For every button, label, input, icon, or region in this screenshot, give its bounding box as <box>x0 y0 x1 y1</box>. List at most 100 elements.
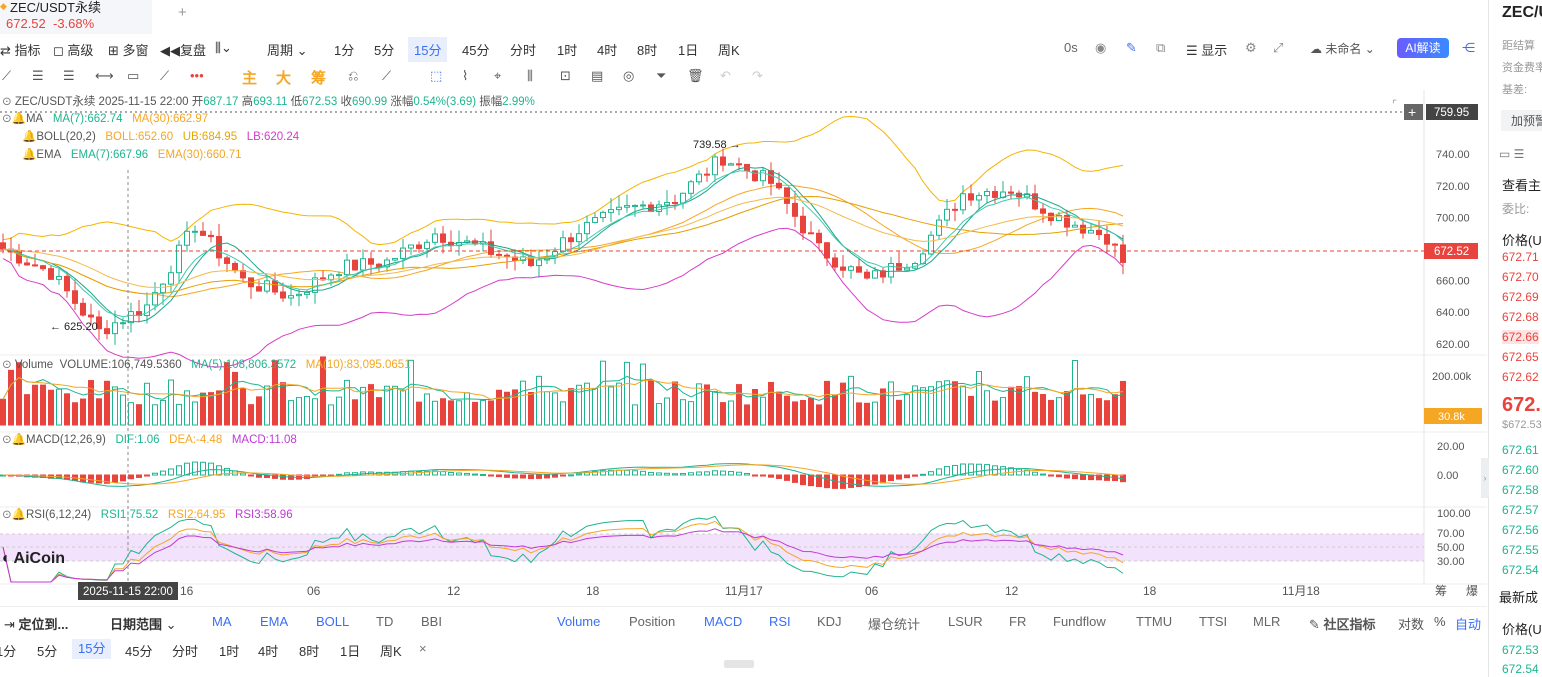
add-tab-icon[interactable]: + <box>178 4 187 21</box>
resize-handle[interactable] <box>724 660 754 668</box>
indicator-button[interactable]: ⇄ 指标 <box>0 43 41 58</box>
tf-5m[interactable]: 5分 <box>374 43 395 58</box>
settings-icon[interactable]: ⚙ <box>1245 40 1257 55</box>
tf-1m[interactable]: 1分 <box>334 43 355 58</box>
bid-6[interactable]: 672.54 <box>1502 563 1539 577</box>
btf-8h[interactable]: 8时 <box>299 644 320 659</box>
tf-15m[interactable]: 15分 <box>408 37 448 62</box>
bid-1[interactable]: 672.60 <box>1502 463 1539 477</box>
close-icon[interactable]: × <box>419 641 427 656</box>
sub-macd[interactable]: MACD <box>704 614 743 629</box>
measure-icon[interactable]: ⟋ <box>382 68 392 83</box>
eye-icon[interactable]: ◎ <box>623 68 635 83</box>
rect-tool-icon[interactable]: ▭ <box>127 68 140 83</box>
ask-1[interactable]: 672.70 <box>1502 270 1539 284</box>
tf-8h[interactable]: 8时 <box>637 43 658 58</box>
dots-tool-icon[interactable]: ••• <box>190 68 204 83</box>
ind-ma[interactable]: MA <box>212 614 232 629</box>
big-order-toggle[interactable]: 大 <box>276 70 292 87</box>
trash-icon[interactable]: 🗑 <box>687 68 704 83</box>
btf-1m[interactable]: 1分 <box>0 644 17 659</box>
ind-bbi[interactable]: BBI <box>421 614 442 629</box>
layout-icon[interactable]: ⧉ <box>1156 40 1166 55</box>
undo-icon[interactable]: ↶ <box>720 68 731 83</box>
sub-fr[interactable]: FR <box>1009 614 1027 629</box>
btf-4h[interactable]: 4时 <box>258 644 279 659</box>
display-button[interactable]: ☰ 显示 <box>1186 43 1228 58</box>
advanced-button[interactable]: ◻ 高级 <box>53 43 94 58</box>
ai-interpret-button[interactable]: AI解读 <box>1397 38 1449 58</box>
path-tool-icon[interactable]: ⟋ <box>160 68 170 83</box>
hline-tool-icon[interactable]: ⟷ <box>95 68 114 83</box>
chart-type-icon[interactable]: ⫼⌄ <box>215 40 232 55</box>
layout-name-dropdown[interactable]: ☁ 未命名 ⌄ <box>1310 42 1375 56</box>
tf-week[interactable]: 周K <box>718 43 740 58</box>
hlines-tool-icon[interactable]: ☰ <box>32 68 44 83</box>
date-range-button[interactable]: 日期范围 ⌄ <box>110 617 177 632</box>
chip-toggle[interactable]: 筹 <box>311 70 327 87</box>
ask-4[interactable]: 672.66 <box>1502 330 1539 344</box>
panel-collapse-handle[interactable]: › <box>1481 458 1489 498</box>
btf-week[interactable]: 周K <box>380 644 402 659</box>
select-icon[interactable]: ⬚ <box>430 68 443 83</box>
bid-0[interactable]: 672.61 <box>1502 443 1539 457</box>
bid-3[interactable]: 672.57 <box>1502 503 1539 517</box>
sub-mlr[interactable]: MLR <box>1253 614 1281 629</box>
fullscreen-icon[interactable]: ⤢ <box>1273 40 1284 55</box>
ask-0[interactable]: 672.71 <box>1502 250 1539 264</box>
sub-ttsi[interactable]: TTSI <box>1199 614 1228 629</box>
tf-1d[interactable]: 1日 <box>678 43 699 58</box>
filter-icon[interactable]: ⏷ <box>656 68 667 83</box>
multi-window-button[interactable]: ⊞ 多窗 <box>108 43 149 58</box>
redo-icon[interactable]: ↷ <box>752 68 763 83</box>
line-tool-icon[interactable]: ⟋ <box>2 68 12 83</box>
log-toggle[interactable]: 对数 <box>1398 617 1425 632</box>
bid-2[interactable]: 672.58 <box>1502 483 1539 497</box>
ask-6[interactable]: 672.62 <box>1502 370 1539 384</box>
community-indicator-button[interactable]: ✎ 社区指标 <box>1309 617 1376 632</box>
kline-chart[interactable]: 740.00720.00700.00680.00660.00640.00620.… <box>0 90 1487 604</box>
btf-5m[interactable]: 5分 <box>37 644 58 659</box>
tf-4h[interactable]: 4时 <box>597 43 618 58</box>
bid-4[interactable]: 672.56 <box>1502 523 1539 537</box>
sub-volume[interactable]: Volume <box>557 614 601 629</box>
btf-1h[interactable]: 1时 <box>219 644 240 659</box>
note-icon[interactable]: ▤ <box>591 68 604 83</box>
bars-icon[interactable]: ⫼ <box>527 68 533 83</box>
orderbook-mode-icon[interactable]: ▭ ☰ <box>1499 147 1525 161</box>
ind-boll[interactable]: BOLL <box>316 614 350 629</box>
sub-position[interactable]: Position <box>629 614 676 629</box>
ind-td[interactable]: TD <box>376 614 394 629</box>
sub-fundflow[interactable]: Fundflow <box>1053 614 1106 629</box>
period-dropdown[interactable]: 周期 ⌄ <box>267 43 308 58</box>
sub-ttmu[interactable]: TTMU <box>1136 614 1173 629</box>
tf-45m[interactable]: 45分 <box>462 43 490 58</box>
brush-icon[interactable]: ⌖ <box>494 68 502 83</box>
replay-button[interactable]: ◀◀复盘 <box>160 43 207 58</box>
ask-3[interactable]: 672.68 <box>1502 310 1539 324</box>
ask-2[interactable]: 672.69 <box>1502 290 1539 304</box>
btf-time[interactable]: 分时 <box>172 644 199 659</box>
symbol-tab[interactable]: ◆ ZEC/USDT永续 672.52 -3.68% <box>0 0 152 34</box>
camera-icon[interactable]: ◉ <box>1095 40 1107 55</box>
tf-time[interactable]: 分时 <box>510 43 537 58</box>
sub-liq[interactable]: 爆仓统计 <box>868 617 921 632</box>
channel-tool-icon[interactable]: ☰ <box>63 68 75 83</box>
magnet-icon[interactable]: ⎌ <box>348 68 359 83</box>
sub-lsur[interactable]: LSUR <box>948 614 983 629</box>
btf-15m[interactable]: 15分 <box>72 639 112 659</box>
sub-kdj[interactable]: KDJ <box>817 614 842 629</box>
latest-trades-tab[interactable]: 最新成 <box>1499 590 1539 605</box>
btf-45m[interactable]: 45分 <box>125 644 153 659</box>
tf-1h[interactable]: 1时 <box>557 43 578 58</box>
share-icon[interactable]: ⋲ <box>1462 40 1475 55</box>
main-force-toggle[interactable]: 主 <box>242 70 258 87</box>
btf-1d[interactable]: 1日 <box>340 644 361 659</box>
sub-rsi[interactable]: RSI <box>769 614 791 629</box>
auto-toggle[interactable]: 自动 <box>1455 617 1482 632</box>
pencil-icon[interactable]: ✎ <box>1126 40 1137 55</box>
bid-5[interactable]: 672.55 <box>1502 543 1539 557</box>
add-alert-button[interactable]: 加预警 <box>1501 110 1542 131</box>
ask-5[interactable]: 672.65 <box>1502 350 1539 364</box>
ind-ema[interactable]: EMA <box>260 614 289 629</box>
